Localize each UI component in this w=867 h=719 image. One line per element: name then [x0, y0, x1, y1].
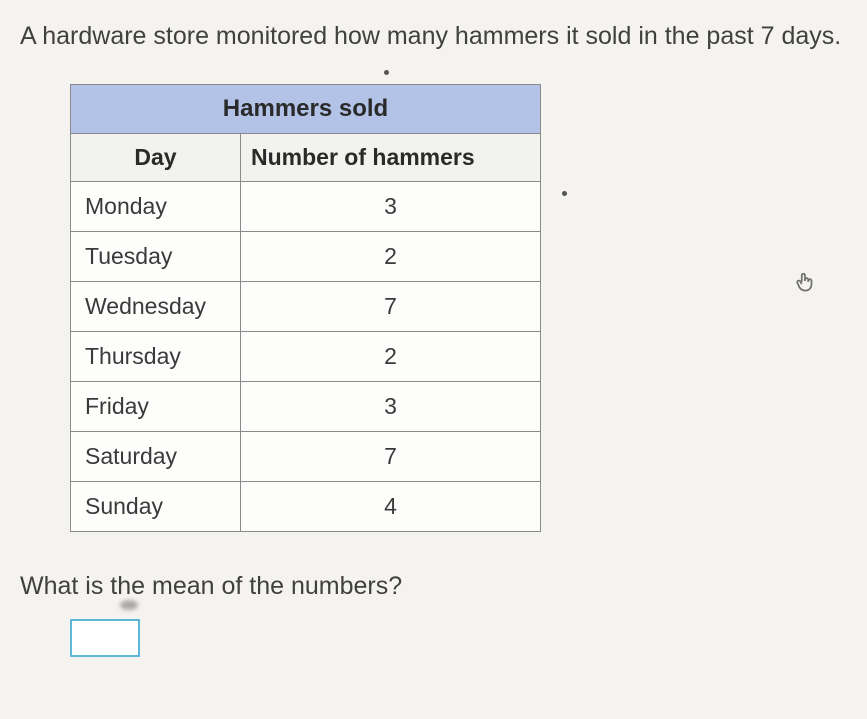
table-row: Tuesday 2 [71, 231, 541, 281]
speck-icon [562, 191, 567, 196]
value-cell: 2 [241, 331, 541, 381]
value-cell: 2 [241, 231, 541, 281]
day-cell: Monday [71, 181, 241, 231]
question-text: What is the mean of the numbers? [20, 572, 847, 601]
data-table: Hammers sold Day Number of hammers Monda… [70, 84, 541, 532]
table-row: Sunday 4 [71, 481, 541, 531]
col-header-value: Number of hammers [241, 133, 541, 181]
col-header-day: Day [71, 133, 241, 181]
table-row: Wednesday 7 [71, 281, 541, 331]
day-cell: Sunday [71, 481, 241, 531]
value-cell: 4 [241, 481, 541, 531]
value-cell: 3 [241, 181, 541, 231]
answer-input[interactable] [70, 619, 140, 657]
problem-statement: A hardware store monitored how many hamm… [20, 18, 847, 56]
day-cell: Friday [71, 381, 241, 431]
table-row: Friday 3 [71, 381, 541, 431]
table-row: Thursday 2 [71, 331, 541, 381]
day-cell: Thursday [71, 331, 241, 381]
day-cell: Wednesday [71, 281, 241, 331]
speck-icon [384, 70, 389, 75]
value-cell: 7 [241, 281, 541, 331]
table-title: Hammers sold [71, 84, 541, 133]
value-cell: 3 [241, 381, 541, 431]
day-cell: Saturday [71, 431, 241, 481]
table-row: Monday 3 [71, 181, 541, 231]
smudge-icon [120, 600, 138, 610]
table-row: Saturday 7 [71, 431, 541, 481]
day-cell: Tuesday [71, 231, 241, 281]
value-cell: 7 [241, 431, 541, 481]
